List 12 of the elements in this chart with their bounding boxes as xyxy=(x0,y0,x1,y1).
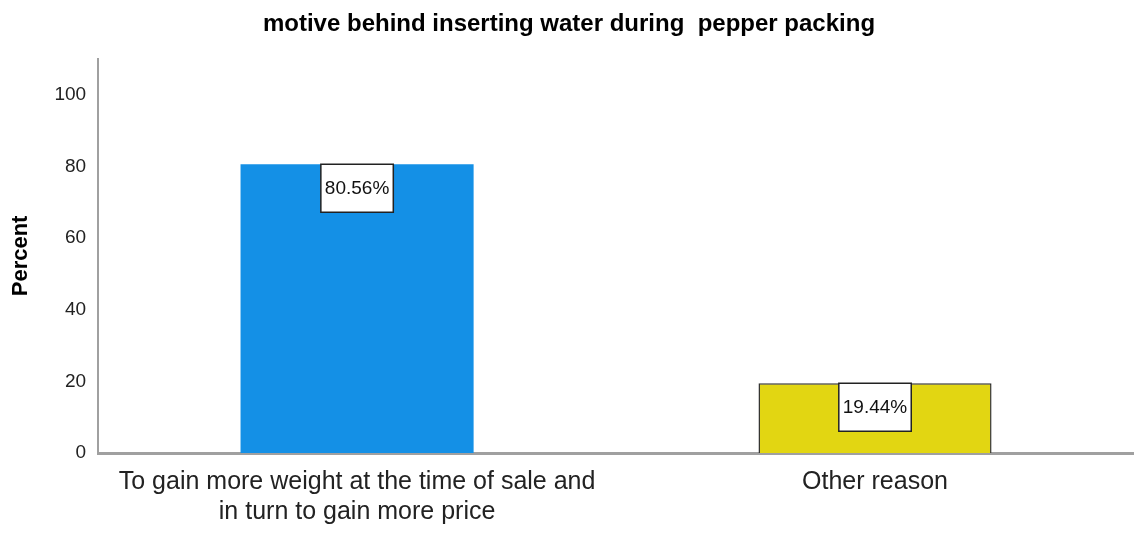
y-tick-label: 60 xyxy=(64,226,87,248)
data-label: 80.56% xyxy=(324,176,390,198)
y-tick-label: 0 xyxy=(75,441,87,463)
y-tick-label: 100 xyxy=(54,82,87,104)
x-tick-label: Other reason xyxy=(802,465,948,494)
data-label: 19.44% xyxy=(842,395,908,417)
x-tick-label: To gain more weight at the time of sale and in turn to gain more price xyxy=(118,465,596,524)
y-tick-label: 40 xyxy=(64,297,87,319)
y-tick-label: 80 xyxy=(64,154,87,176)
chart-title: motive behind inserting water during pepper packing xyxy=(262,9,876,37)
y-axis-title: Percent xyxy=(7,214,33,297)
y-tick-label: 20 xyxy=(64,369,87,391)
